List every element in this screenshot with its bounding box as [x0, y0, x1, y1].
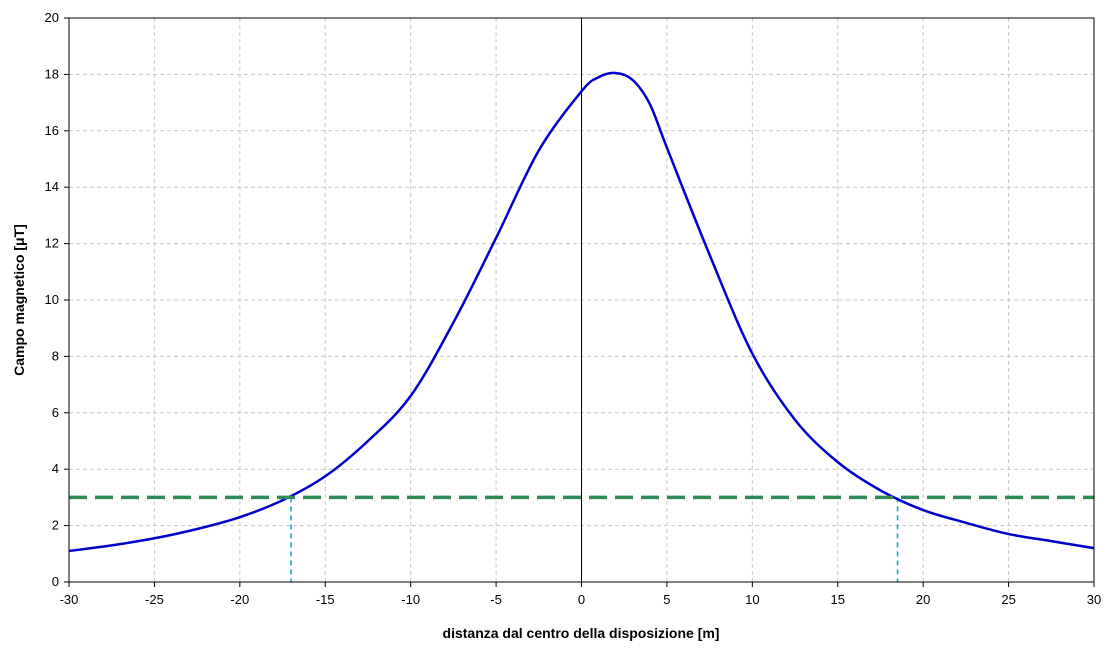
- x-tick-label: 15: [831, 592, 845, 607]
- x-tick-label: 0: [578, 592, 585, 607]
- x-tick-label: 30: [1087, 592, 1101, 607]
- x-tick-label: -5: [490, 592, 502, 607]
- tick-marks: [64, 17, 1095, 587]
- y-tick-label: 4: [52, 461, 59, 476]
- y-tick-label: 0: [52, 574, 59, 589]
- x-tick-label: 10: [745, 592, 759, 607]
- x-tick-label: -15: [316, 592, 335, 607]
- x-tick-label: -30: [60, 592, 79, 607]
- y-tick-label: 14: [45, 179, 59, 194]
- x-axis-title: distanza dal centro della disposizione […: [443, 625, 720, 641]
- x-tick-label: 20: [916, 592, 930, 607]
- y-tick-label: 16: [45, 123, 59, 138]
- x-tick-label: 5: [663, 592, 670, 607]
- x-tick-label: 25: [1001, 592, 1015, 607]
- x-tick-label: -20: [230, 592, 249, 607]
- magnetic-field-curve: [68, 71, 1095, 553]
- y-tick-label: 18: [45, 66, 59, 81]
- y-tick-label: 2: [52, 518, 59, 533]
- x-tick-label: -25: [145, 592, 164, 607]
- x-tick-labels: -30 -25 -20 -15 -10 -5 0 5 10 15 20 25 30: [60, 592, 1102, 607]
- y-tick-label: 8: [52, 348, 59, 363]
- x-tick-label: -10: [401, 592, 420, 607]
- series-lines: [68, 71, 1095, 553]
- y-tick-label: 12: [45, 236, 59, 251]
- y-tick-label: 6: [52, 405, 59, 420]
- y-axis-title: Campo magnetico [μT]: [11, 224, 27, 376]
- y-tick-label: 10: [45, 292, 59, 307]
- y-tick-labels: 0 2 4 6 8 10 12 14 16 18 20: [45, 10, 59, 589]
- y-tick-label: 20: [45, 10, 59, 25]
